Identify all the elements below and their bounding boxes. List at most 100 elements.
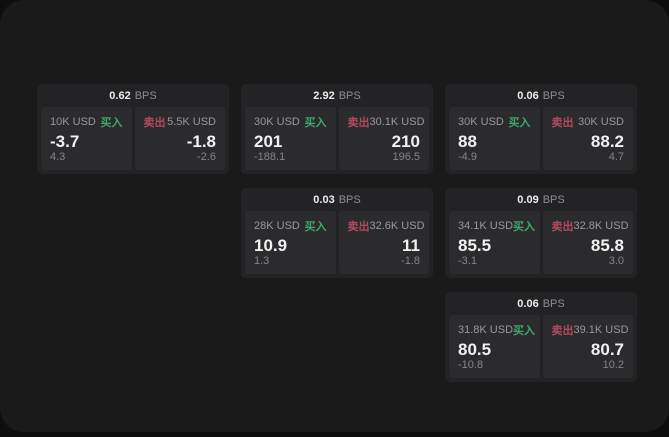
sell-price: 11 xyxy=(402,235,420,255)
buy-panel[interactable]: 28K USD 买入 10.9 1.3 xyxy=(245,211,336,274)
card-body: 34.1K USD 买入 85.5 -3.1 卖出 32.8K USD 85.8… xyxy=(445,211,637,278)
bps-unit-label: BPS xyxy=(542,89,565,102)
sell-amount: 32.8K USD xyxy=(573,220,629,232)
sell-price: 88.2 xyxy=(590,131,624,151)
card-header: 2.92 BPS xyxy=(241,84,433,107)
card-body: 10K USD 买入 -3.7 4.3 卖出 5.5K USD -1.8 -2.… xyxy=(37,107,229,174)
card-body: 30K USD 买入 88 -4.9 卖出 30K USD 88.2 4.7 xyxy=(445,107,637,174)
sell-amount: 5.5K USD xyxy=(167,116,216,128)
sell-side-label: 卖出 xyxy=(347,117,370,129)
sell-panel[interactable]: 卖出 30.1K USD 210 196.5 xyxy=(338,107,429,170)
sell-panel[interactable]: 卖出 32.6K USD 11 -1.8 xyxy=(338,211,429,274)
buy-price: 85.5 xyxy=(458,235,492,255)
sell-side-label: 卖出 xyxy=(347,221,370,233)
buy-delta: 4.3 xyxy=(50,151,66,163)
sell-panel-top: 卖出 5.5K USD xyxy=(144,114,217,130)
sell-price: -1.8 xyxy=(186,131,216,151)
buy-side-label: 买入 xyxy=(304,221,327,233)
sell-amount: 30.1K USD xyxy=(369,116,425,128)
sell-price: 85.8 xyxy=(590,235,624,255)
bps-value: 0.06 xyxy=(517,297,539,310)
card-header: 0.06 BPS xyxy=(445,292,637,315)
bps-unit-label: BPS xyxy=(134,89,157,102)
sell-side-label: 卖出 xyxy=(143,117,166,129)
buy-amount: 34.1K USD xyxy=(458,220,514,232)
buy-panel[interactable]: 30K USD 买入 201 -188.1 xyxy=(245,107,336,170)
sell-side-label: 卖出 xyxy=(551,117,574,129)
sell-panel-top: 卖出 32.8K USD xyxy=(551,218,629,234)
sell-panel[interactable]: 卖出 30K USD 88.2 4.7 xyxy=(542,107,633,170)
card-body: 30K USD 买入 201 -188.1 卖出 30.1K USD 210 1… xyxy=(241,107,433,174)
bps-value: 0.03 xyxy=(313,193,335,206)
buy-delta: -188.1 xyxy=(254,151,286,163)
quote-card: 0.03 BPS 28K USD 买入 10.9 1.3 卖出 32.6K US… xyxy=(241,188,433,278)
bps-unit-label: BPS xyxy=(338,193,361,206)
sell-delta: 10.2 xyxy=(602,359,624,371)
buy-delta: -10.8 xyxy=(458,359,484,371)
buy-panel-top: 10K USD 买入 xyxy=(50,114,123,130)
sell-panel[interactable]: 卖出 39.1K USD 80.7 10.2 xyxy=(542,315,633,378)
quote-card: 0.06 BPS 31.8K USD 买入 80.5 -10.8 卖出 39.1… xyxy=(445,292,637,382)
quote-card: 0.09 BPS 34.1K USD 买入 85.5 -3.1 卖出 32.8K… xyxy=(445,188,637,278)
sell-panel[interactable]: 卖出 5.5K USD -1.8 -2.6 xyxy=(134,107,225,170)
sell-panel[interactable]: 卖出 32.8K USD 85.8 3.0 xyxy=(542,211,633,274)
buy-panel[interactable]: 10K USD 买入 -3.7 4.3 xyxy=(41,107,132,170)
card-header: 0.62 BPS xyxy=(37,84,229,107)
sell-price: 80.7 xyxy=(590,339,624,359)
buy-price: -3.7 xyxy=(50,131,80,151)
bps-value: 0.62 xyxy=(109,89,131,102)
sell-amount: 39.1K USD xyxy=(573,324,629,336)
buy-panel[interactable]: 31.8K USD 买入 80.5 -10.8 xyxy=(449,315,540,378)
buy-price: 201 xyxy=(254,131,283,151)
card-body: 31.8K USD 买入 80.5 -10.8 卖出 39.1K USD 80.… xyxy=(445,315,637,382)
buy-panel-top: 34.1K USD 买入 xyxy=(458,218,535,234)
buy-amount: 10K USD xyxy=(50,116,96,128)
buy-delta: 1.3 xyxy=(254,255,270,267)
buy-amount: 30K USD xyxy=(254,116,300,128)
bps-value: 0.09 xyxy=(517,193,539,206)
buy-panel-top: 30K USD 买入 xyxy=(254,114,327,130)
card-header: 0.03 BPS xyxy=(241,188,433,211)
card-header: 0.06 BPS xyxy=(445,84,637,107)
buy-amount: 30K USD xyxy=(458,116,504,128)
buy-panel-top: 30K USD 买入 xyxy=(458,114,531,130)
buy-panel[interactable]: 30K USD 买入 88 -4.9 xyxy=(449,107,540,170)
sell-panel-top: 卖出 39.1K USD xyxy=(552,322,629,338)
sell-delta: 196.5 xyxy=(392,151,420,163)
buy-price: 88 xyxy=(458,131,477,151)
buy-side-label: 买入 xyxy=(513,221,536,233)
bps-unit-label: BPS xyxy=(542,297,565,310)
buy-side-label: 买入 xyxy=(513,325,536,337)
sell-amount: 30K USD xyxy=(578,116,624,128)
quote-cards-grid: 0.62 BPS 10K USD 买入 -3.7 4.3 卖出 5.5K USD xyxy=(37,84,637,382)
card-header: 0.09 BPS xyxy=(445,188,637,211)
buy-delta: -4.9 xyxy=(458,151,477,163)
sell-amount: 32.6K USD xyxy=(369,220,425,232)
buy-panel[interactable]: 34.1K USD 买入 85.5 -3.1 xyxy=(449,211,540,274)
sell-price: 210 xyxy=(391,131,420,151)
sell-delta: -1.8 xyxy=(401,255,420,267)
bps-unit-label: BPS xyxy=(542,193,565,206)
sell-delta: 4.7 xyxy=(608,151,624,163)
sell-panel-top: 卖出 30.1K USD xyxy=(347,114,425,130)
bps-value: 0.06 xyxy=(517,89,539,102)
sell-panel-top: 卖出 30K USD xyxy=(552,114,625,130)
sell-delta: -2.6 xyxy=(197,151,216,163)
sell-panel-top: 卖出 32.6K USD xyxy=(347,218,425,234)
buy-amount: 28K USD xyxy=(254,220,300,232)
quote-card: 0.62 BPS 10K USD 买入 -3.7 4.3 卖出 5.5K USD xyxy=(37,84,229,174)
quote-card: 0.06 BPS 30K USD 买入 88 -4.9 卖出 30K USD xyxy=(445,84,637,174)
buy-delta: -3.1 xyxy=(458,255,477,267)
buy-amount: 31.8K USD xyxy=(458,324,514,336)
bps-unit-label: BPS xyxy=(338,89,361,102)
buy-side-label: 买入 xyxy=(508,117,531,129)
sell-delta: 3.0 xyxy=(608,255,624,267)
buy-price: 80.5 xyxy=(458,339,492,359)
card-body: 28K USD 买入 10.9 1.3 卖出 32.6K USD 11 -1.8 xyxy=(241,211,433,278)
buy-price: 10.9 xyxy=(254,235,288,255)
sell-side-label: 卖出 xyxy=(551,221,574,233)
buy-panel-top: 28K USD 买入 xyxy=(254,218,327,234)
bps-value: 2.92 xyxy=(313,89,335,102)
buy-side-label: 买入 xyxy=(100,117,123,129)
